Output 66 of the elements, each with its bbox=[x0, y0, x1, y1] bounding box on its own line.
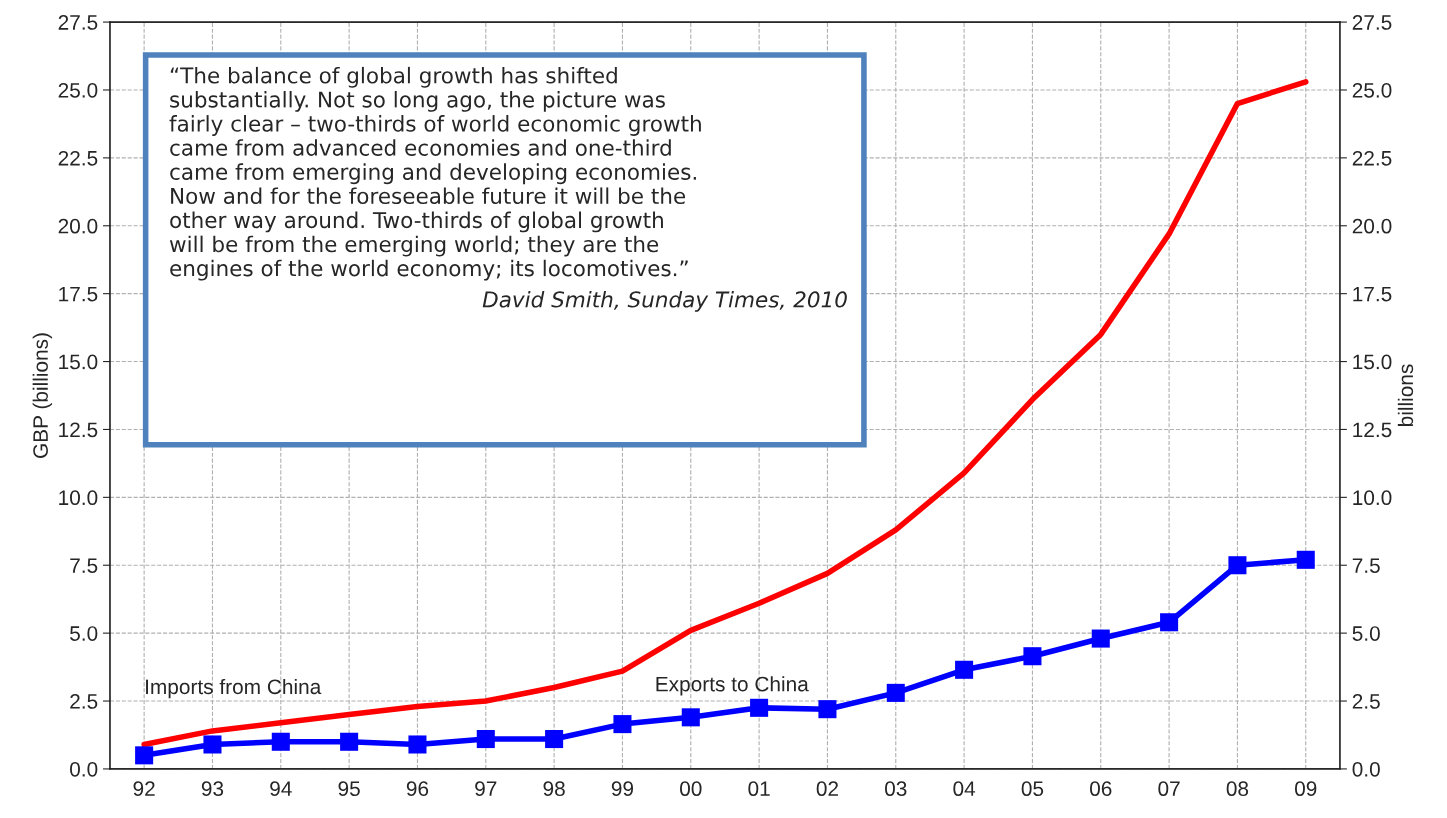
y-tick-label: 22.5 bbox=[58, 150, 98, 166]
point bbox=[135, 746, 154, 765]
y-tick-label: 5.0 bbox=[70, 626, 98, 641]
y-tick-label: 25.0 bbox=[58, 82, 98, 98]
y2-tick-label: 25.0 bbox=[1352, 82, 1392, 98]
series-label: Exports to China bbox=[656, 676, 809, 696]
x-tick-label: 09 bbox=[1294, 781, 1317, 797]
y2-tick-label: 12.5 bbox=[1353, 422, 1392, 438]
x-tick-label: 01 bbox=[748, 781, 770, 797]
y2-tick-label: 15.0 bbox=[1353, 354, 1392, 370]
point bbox=[955, 660, 974, 679]
y-tick-label: 20.0 bbox=[58, 218, 98, 234]
x-tick-label: 94 bbox=[270, 781, 292, 797]
x-tick-label: 08 bbox=[1226, 781, 1249, 797]
point bbox=[408, 735, 427, 754]
point bbox=[1228, 556, 1247, 575]
y-tick-label: 27.5 bbox=[58, 15, 98, 30]
x-tick-label: 07 bbox=[1158, 781, 1180, 797]
y2-tick-label: 27.5 bbox=[1352, 15, 1392, 30]
series-label: Imports from China bbox=[146, 678, 322, 699]
x-tick-label: 05 bbox=[1021, 781, 1044, 797]
x-tick-label: 03 bbox=[885, 781, 907, 797]
x-tick-label: 04 bbox=[953, 781, 976, 797]
y-tick-label: 7.5 bbox=[70, 558, 98, 573]
point bbox=[1160, 613, 1179, 632]
point bbox=[1091, 629, 1110, 648]
point bbox=[613, 715, 632, 734]
point bbox=[340, 732, 359, 751]
y-tick-label: 2.5 bbox=[70, 694, 98, 709]
point bbox=[818, 700, 837, 719]
x-tick-label: 97 bbox=[475, 781, 497, 797]
y2-tick-label: 2.5 bbox=[1352, 694, 1380, 709]
point bbox=[886, 683, 905, 702]
x-tick-label: 00 bbox=[680, 781, 702, 797]
y-axis-title: GBP (billions) bbox=[32, 333, 53, 458]
y-tick-label: 17.5 bbox=[59, 286, 98, 302]
y2-tick-label: 22.5 bbox=[1352, 150, 1392, 166]
point bbox=[750, 698, 769, 717]
y2-tick-label: 7.5 bbox=[1352, 558, 1380, 573]
x-tick-label: 95 bbox=[338, 781, 360, 797]
point bbox=[476, 730, 495, 749]
y2-tick-label: 10.0 bbox=[1353, 490, 1392, 506]
point bbox=[545, 730, 564, 749]
point bbox=[203, 735, 222, 754]
y2-axis-title: billions bbox=[1397, 364, 1414, 426]
x-tick-label: 93 bbox=[201, 781, 224, 797]
point bbox=[271, 732, 290, 751]
y2-tick-label: 20.0 bbox=[1352, 218, 1392, 234]
y-tick-label: 15.0 bbox=[59, 354, 98, 370]
x-tick-label: 98 bbox=[543, 781, 565, 797]
annotation: David Smith, Sunday Times, 2010 bbox=[482, 290, 847, 312]
x-tick-label: 99 bbox=[611, 781, 634, 797]
point bbox=[1023, 647, 1042, 666]
text: “The balance of global growth has shifted substantially. Not so long ago, the picture was fairly clear – two-thirds of world economic growth came from advanced economies and one-third came from emerging and developing economies. Now and for the foreseeable future it will be the other way around. Two-thirds of global growth will be from the emerging world; they are the engines of the world economy; its locomotives.” bbox=[169, 66, 701, 281]
y2-tick-label: 5.0 bbox=[1352, 626, 1380, 641]
y-tick-label: 0.0 bbox=[70, 761, 98, 777]
y2-tick-label: 0.0 bbox=[1352, 761, 1380, 777]
y-tick-label: 12.5 bbox=[59, 422, 98, 438]
x-tick-label: 02 bbox=[816, 781, 838, 797]
y2-tick-label: 17.5 bbox=[1353, 286, 1392, 302]
x-tick-label: 92 bbox=[133, 781, 155, 797]
x-tick-label: 96 bbox=[406, 781, 429, 797]
point bbox=[1296, 550, 1315, 569]
y-tick-label: 10.0 bbox=[59, 490, 98, 506]
x-tick-label: 06 bbox=[1089, 781, 1112, 797]
point bbox=[681, 708, 700, 727]
